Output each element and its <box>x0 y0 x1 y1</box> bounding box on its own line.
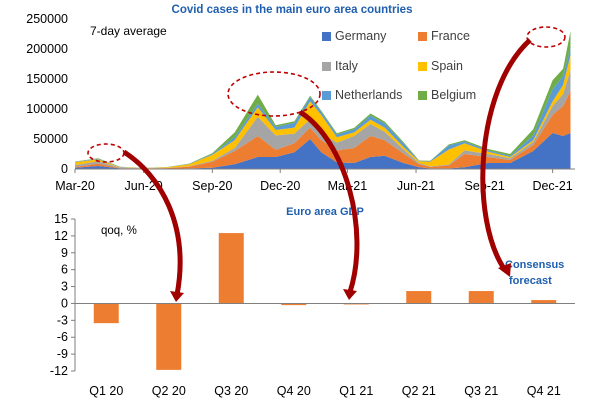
gdp-chart: Euro area GDP qoq, % -12 -9 -6 -3 0 3 6 9 12 15 Q… <box>50 206 575 398</box>
gdp-y-ticks <box>71 218 75 372</box>
covid-y-tick-label: 150000 <box>26 72 68 86</box>
callout-arrowhead-q2-2020 <box>170 291 184 302</box>
covid-x-tick-label: Dec-21 <box>532 179 572 193</box>
covid-y-tick-labels: 0 50000 100000 150000 200000 250000 <box>26 12 68 176</box>
covid-y-tick-label: 50000 <box>33 132 68 146</box>
gdp-y-tick-label: 6 <box>61 263 68 277</box>
gdp-x-tick-label: Q2 20 <box>152 384 186 398</box>
covid-legend: Germany France Italy Spain Netherlands Belgiu… <box>322 29 476 102</box>
gdp-x-tick-label: Q3 20 <box>214 384 248 398</box>
gdp-x-tick-label: Q4 20 <box>277 384 311 398</box>
callout-ellipse-dec-2021 <box>526 26 566 48</box>
gdp-y-tick-label: 15 <box>54 212 68 226</box>
gdp-bar <box>531 300 557 304</box>
legend-swatch-france <box>418 32 427 41</box>
legend-swatch-italy <box>322 62 331 71</box>
legend-label-spain: Spain <box>431 59 463 73</box>
callout-arrowhead-q1-2021 <box>343 289 357 300</box>
gdp-bar <box>406 291 432 304</box>
callout-arrow-q2-2020 <box>122 149 183 296</box>
legend-swatch-spain <box>418 62 427 71</box>
gdp-x-tick-label: Q1 20 <box>89 384 123 398</box>
covid-y-tick-label: 200000 <box>26 42 68 56</box>
covid-x-tick-label: Sep-20 <box>192 179 232 193</box>
gdp-y-tick-label: 12 <box>54 229 68 243</box>
gdp-y-tick-label: 3 <box>61 280 68 294</box>
gdp-y-tick-label: 0 <box>61 296 68 310</box>
legend-swatch-netherlands <box>322 91 331 100</box>
gdp-chart-title: Euro area GDP <box>286 206 364 218</box>
gdp-x-tick-labels: Q1 20 Q2 20 Q3 20 Q4 20 Q1 21 Q2 21 Q3 21 Q4 21 <box>89 384 561 398</box>
legend-label-germany: Germany <box>335 29 387 43</box>
gdp-y-tick-label: 9 <box>61 246 68 260</box>
gdp-y-axis-label: qoq, % <box>101 225 137 237</box>
covid-y-tick-label: 250000 <box>26 12 68 26</box>
gdp-x-tick-label: Q1 21 <box>339 384 373 398</box>
legend-swatch-germany <box>322 32 331 41</box>
legend-label-france: France <box>431 29 470 43</box>
gdp-x-tick-label: Q2 21 <box>402 384 436 398</box>
covid-x-tick-label: Dec-20 <box>260 179 300 193</box>
callout-ellipse-winter-2020 <box>227 71 321 117</box>
area-series-germany <box>75 133 571 169</box>
gdp-x-tick-label: Q3 21 <box>464 384 498 398</box>
covid-x-tick-labels: Mar-20 Jun-20 Sep-20 Dec-20 Mar-21 Jun-21 Sep-… <box>55 179 573 193</box>
gdp-y-tick-label: -12 <box>50 364 68 378</box>
covid-stacked-areas <box>75 31 571 169</box>
legend-label-italy: Italy <box>335 59 359 73</box>
legend-swatch-belgium <box>418 91 427 100</box>
callout-arrow-q4-2021 <box>480 38 532 272</box>
gdp-y-tick-label: -3 <box>57 313 68 327</box>
gdp-bar <box>218 233 244 304</box>
gdp-y-tick-label: -9 <box>57 347 68 361</box>
callout-arrow-q1-2021 <box>298 109 360 293</box>
covid-chart-title: Covid cases in the main euro area countr… <box>172 4 413 16</box>
consensus-forecast-label-line2: forecast <box>509 275 552 287</box>
legend-label-netherlands: Netherlands <box>335 88 402 102</box>
gdp-bar <box>468 291 494 304</box>
covid-x-tick-label: Jun-21 <box>397 179 435 193</box>
gdp-bar <box>156 303 182 370</box>
consensus-forecast-label: Consensus <box>505 259 564 271</box>
callout-annotations <box>87 26 566 302</box>
covid-x-tick-label: Mar-20 <box>55 179 95 193</box>
covid-y-tick-label: 0 <box>61 162 68 176</box>
gdp-bar <box>93 303 119 324</box>
covid-cases-chart: Covid cases in the main euro area countr… <box>26 4 575 193</box>
gdp-x-tick-label: Q4 21 <box>527 384 561 398</box>
gdp-y-tick-label: -6 <box>57 330 68 344</box>
gdp-bar <box>281 303 307 306</box>
legend-label-belgium: Belgium <box>431 88 476 102</box>
callout-arrowhead-q4-2021 <box>498 263 511 277</box>
gdp-bars <box>93 233 557 370</box>
covid-y-tick-label: 100000 <box>26 102 68 116</box>
gdp-y-tick-labels: -12 -9 -6 -3 0 3 6 9 12 15 <box>50 212 68 378</box>
seven-day-average-label: 7-day average <box>90 24 167 38</box>
